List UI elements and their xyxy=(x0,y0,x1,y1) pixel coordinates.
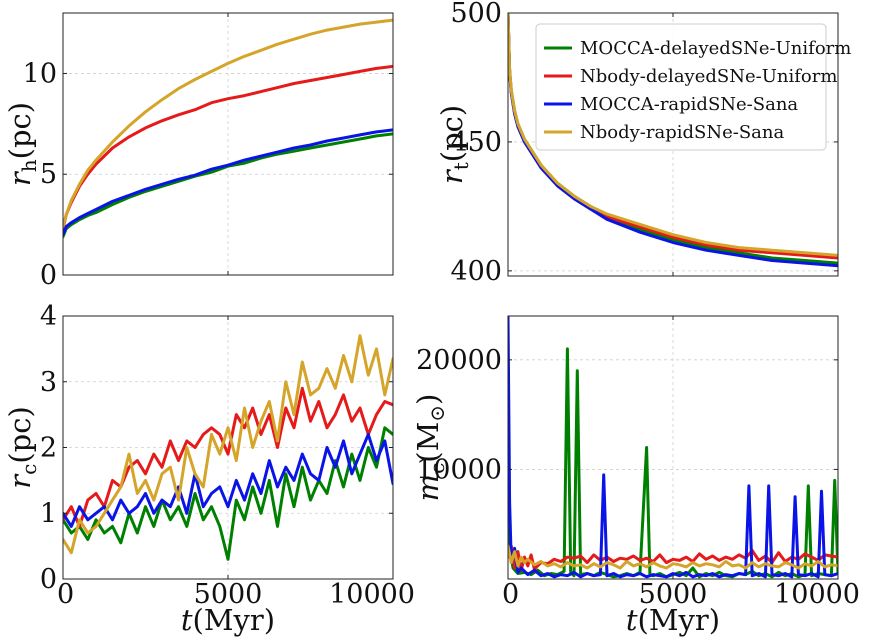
y-axis-label-symbol: r xyxy=(3,170,37,186)
legend-box xyxy=(535,23,827,151)
x-tick-label: 10000 xyxy=(774,579,860,610)
legend: MOCCA-delayedSNe-Uniform Nbody-delayedSNe… xyxy=(535,23,851,151)
x-axis-label: t(Myr) xyxy=(181,603,275,637)
x-tick-label: 5000 xyxy=(194,579,263,610)
y-axis-label: mc(M⊙) xyxy=(411,394,449,502)
panel-top-right: 400 450 500 rt(pc) MOCCA-delayedSNe-Uniform N… xyxy=(435,0,851,287)
series-line-MOCCA-rapidSNe-Sana xyxy=(508,316,838,579)
series-line-MOCCA-delayedSNe-Uniform xyxy=(63,426,393,561)
x-axis-label-symbol: t xyxy=(626,603,638,637)
series-group xyxy=(508,13,838,268)
series-line-Nbody-delayedSNe-Uniform xyxy=(63,64,393,231)
series-line-Nbody-rapidSNe-Sana xyxy=(63,334,393,555)
series-group xyxy=(508,316,838,579)
x-axis-label-symbol: t xyxy=(181,603,193,637)
y-axis-label-symbol: r xyxy=(3,473,37,489)
y-axis-label-unit: (pc) xyxy=(3,406,37,463)
y-axis-label-symbol: r xyxy=(435,168,469,184)
x-tick-label: 0 xyxy=(502,579,519,610)
y-axis-label: rc(pc) xyxy=(3,406,41,489)
y-axis-label-unit-subscript: ⊙ xyxy=(425,405,449,422)
x-axis-label-unit: (Myr) xyxy=(638,603,721,637)
y-tick-label: 500 xyxy=(450,0,502,29)
series-line-Nbody-rapidSNe-Sana xyxy=(63,18,393,229)
y-tick-label: 2 xyxy=(40,433,57,464)
y-tick-label: 0 xyxy=(40,260,57,291)
y-axis-label: rh(pc) xyxy=(3,102,41,186)
x-tick-label: 5000 xyxy=(639,579,708,610)
y-tick-label: 4 xyxy=(40,301,57,332)
y-tick-label: 10000 xyxy=(416,454,502,485)
y-tick-label: 400 xyxy=(450,256,502,287)
legend-label: MOCCA-rapidSNe-Sana xyxy=(580,94,798,115)
y-tick-label: 10 xyxy=(23,58,57,89)
y-axis-label-unit: (pc) xyxy=(3,102,37,159)
x-axis-label: t(Myr) xyxy=(626,603,720,637)
panel-top-left: 0 5 10 rh(pc) xyxy=(3,12,394,291)
x-tick-label: 10000 xyxy=(329,579,415,610)
panel-bottom-left: 0 1 2 3 4 0 5000 10000 rc(pc) t(Myr) xyxy=(3,301,415,637)
series-line-MOCCA-rapidSNe-Sana xyxy=(63,128,393,237)
series-line-Nbody-delayedSNe-Uniform xyxy=(63,386,393,528)
y-tick-label: 20000 xyxy=(416,345,502,376)
y-tick-label: 3 xyxy=(40,367,57,398)
y-axis-label-subscript: t xyxy=(449,162,473,170)
legend-label: Nbody-rapidSNe-Sana xyxy=(580,122,784,143)
y-tick-label: 5 xyxy=(40,159,57,190)
y-axis-label: rt(pc) xyxy=(435,105,473,184)
series-line-MOCCA-delayedSNe-Uniform xyxy=(63,132,393,239)
series-line-Nbody-rapidSNe-Sana xyxy=(508,13,838,257)
y-tick-label: 0 xyxy=(40,564,57,595)
y-axis-label-unit: (M xyxy=(411,422,445,463)
y-axis-label-subscript: c xyxy=(17,464,41,475)
y-axis-label-unit-close: ) xyxy=(411,394,445,405)
legend-label: Nbody-delayedSNe-Uniform xyxy=(580,66,837,87)
y-axis-label-subscript: c xyxy=(425,463,449,474)
y-axis-label-unit: (pc) xyxy=(435,105,469,162)
x-axis-label-unit: (Myr) xyxy=(193,603,276,637)
y-tick-label: 450 xyxy=(450,127,502,158)
y-tick-label: 1 xyxy=(40,498,57,529)
legend-label: MOCCA-delayedSNe-Uniform xyxy=(580,38,851,59)
x-tick-label: 0 xyxy=(57,579,74,610)
series-line-Nbody-rapidSNe-Sana xyxy=(508,544,838,570)
series-line-MOCCA-rapidSNe-Sana xyxy=(63,432,393,528)
y-axis-label-symbol: m xyxy=(411,474,445,502)
y-axis-label-subscript: h xyxy=(17,159,41,172)
series-group xyxy=(63,18,393,239)
series-group xyxy=(63,334,393,561)
